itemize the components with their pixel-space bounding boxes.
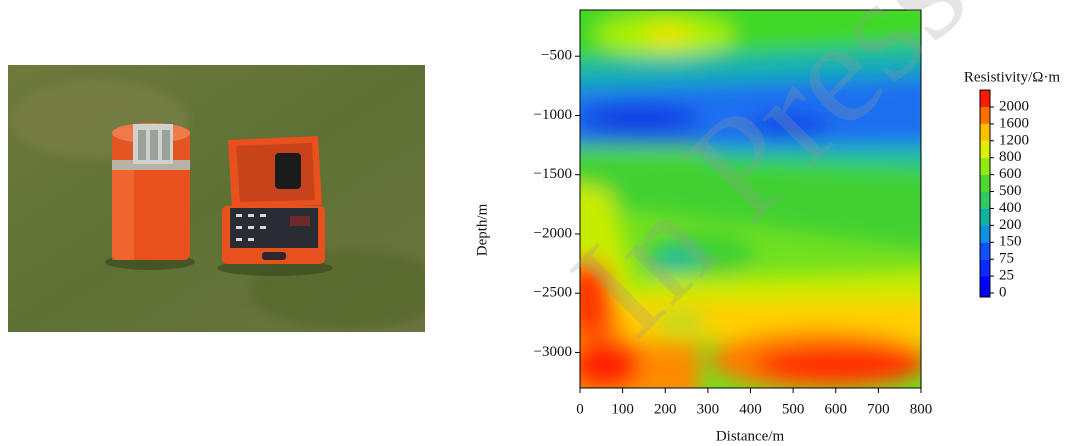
colorbar-band (980, 242, 990, 260)
colorbar-band (980, 191, 990, 209)
colorbar-tick-label: 1600 (999, 115, 1029, 131)
colorbar-band (980, 90, 990, 107)
colorbar-label: Resistivity/Ω·m (964, 69, 1060, 85)
colorbar-band (980, 259, 990, 277)
y-tick-label: −1000 (534, 107, 572, 123)
colorbar-tick-label: 150 (999, 234, 1022, 250)
colorbar-band (980, 208, 990, 226)
colorbar-tick-label: 2000 (999, 98, 1029, 114)
x-tick-label: 200 (654, 401, 677, 417)
colorbar-tick-label: 400 (999, 200, 1022, 216)
y-tick-label: −3000 (534, 344, 572, 360)
colorbar-band (980, 157, 990, 175)
contour-field (580, 10, 921, 388)
x-axis-label: Distance/m (716, 428, 785, 444)
x-tick-label: 600 (825, 401, 848, 417)
colorbar-band (980, 276, 990, 297)
colorbar-frame (979, 89, 991, 298)
colorbar-tick-label: 500 (999, 183, 1022, 199)
colorbar-band (980, 174, 990, 192)
colorbar-band (980, 107, 990, 124)
colorbar-tick-label: 200 (999, 217, 1022, 233)
y-tick-label: −2000 (534, 225, 572, 241)
photo (8, 65, 425, 332)
y-tick-label: −2500 (534, 285, 572, 301)
x-tick-label: 400 (739, 401, 762, 417)
colorbar-tick-label: 25 (999, 268, 1014, 284)
x-tick-label: 300 (697, 401, 720, 417)
colorbar-band (980, 140, 990, 158)
colorbar-tick-label: 800 (999, 149, 1022, 165)
x-tick-label: 700 (867, 401, 890, 417)
colorbar-tick-label: 1200 (999, 132, 1029, 148)
colorbar-band (980, 123, 990, 141)
y-axis-label: Depth/m (474, 203, 490, 256)
x-tick-label: 500 (782, 401, 805, 417)
x-tick-label: 0 (576, 401, 584, 417)
colorbar-tick-label: 600 (999, 166, 1022, 182)
colorbar-tick-label: 0 (999, 284, 1007, 300)
x-tick-label: 800 (910, 401, 933, 417)
y-tick-label: −500 (541, 48, 572, 64)
x-tick-label: 100 (611, 401, 634, 417)
colorbar-band (980, 225, 990, 243)
colorbar-tick-label: 75 (999, 251, 1014, 267)
y-tick-label: −1500 (534, 166, 572, 182)
